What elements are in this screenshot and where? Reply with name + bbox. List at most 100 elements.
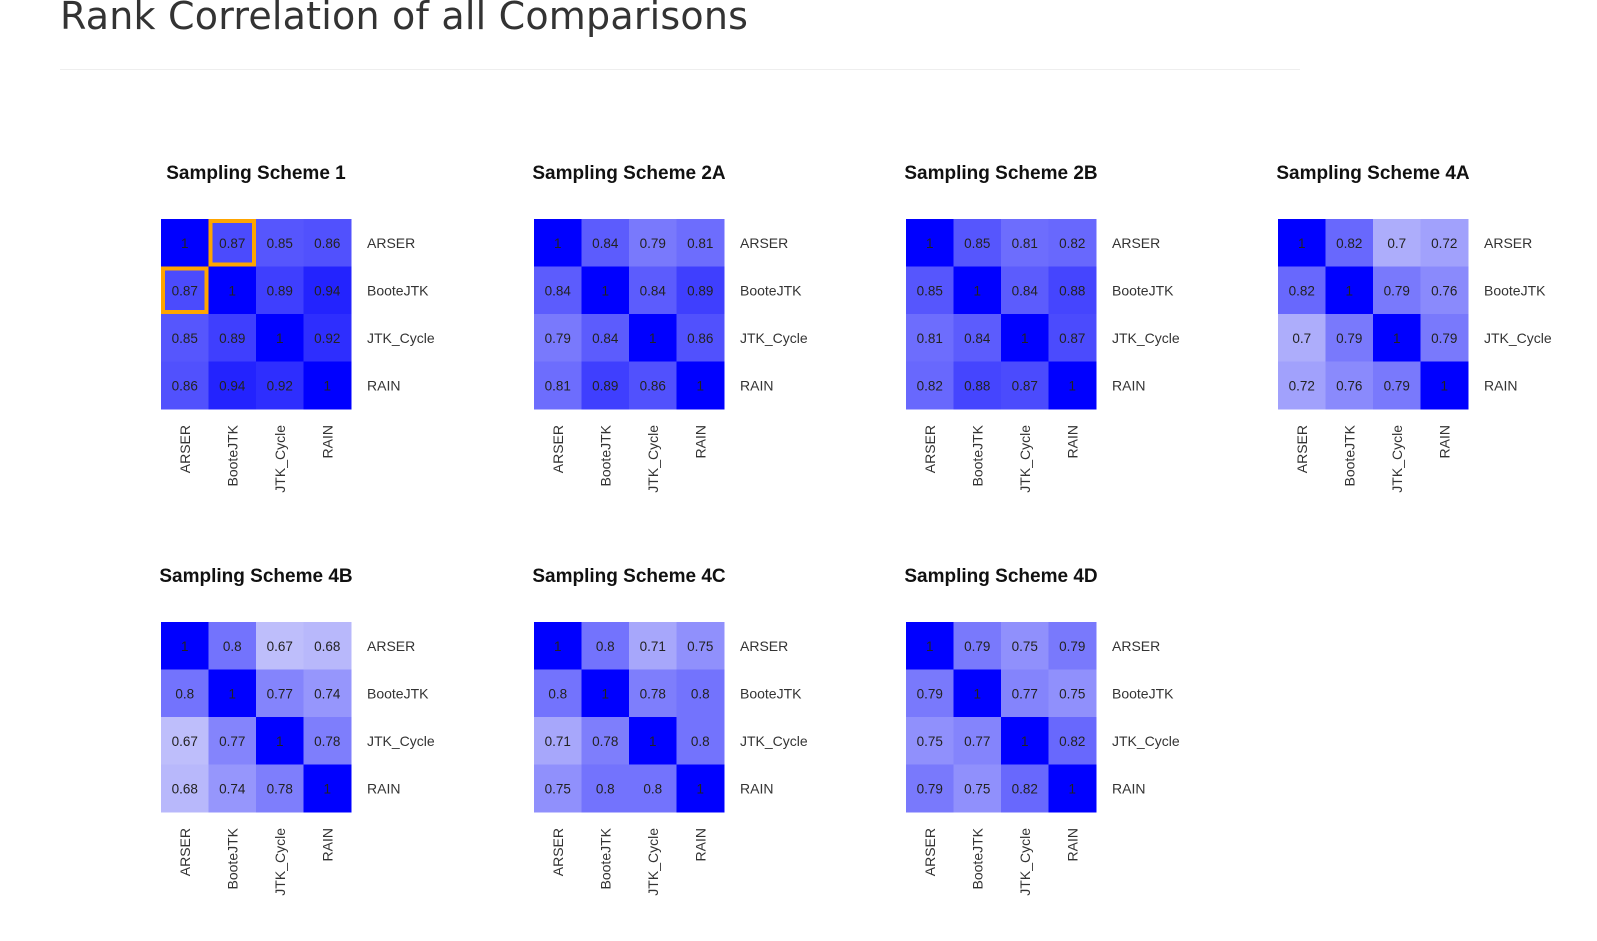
heatmap-sampling-scheme-2b-cell-bootejtk-bootejtk (953, 266, 1002, 315)
heatmap-sampling-scheme-4c-cell-bootejtk-jtk-cycle (629, 669, 677, 718)
heatmap-sampling-scheme-4a-col-label-jtk-cycle: JTK_Cycle (1389, 425, 1405, 493)
heatmap-sampling-scheme-4d-value-bootejtk-bootejtk: 1 (973, 686, 981, 701)
heatmap-sampling-scheme-1-cell-rain-bootejtk (208, 361, 257, 410)
heatmap-sampling-scheme-4b-value-jtk-cycle-bootejtk: 0.77 (219, 734, 245, 749)
heatmap-sampling-scheme-4a-cell-jtk-cycle-rain (1420, 314, 1469, 362)
heatmap-sampling-scheme-4c-value-rain-rain: 1 (696, 781, 704, 796)
heatmap-sampling-scheme-1-value-rain-bootejtk: 0.94 (219, 378, 246, 393)
heatmap-sampling-scheme-4c-row-label-rain: RAIN (740, 780, 773, 796)
heatmap-sampling-scheme-4d-cell-arser-arser (906, 622, 954, 670)
heatmap-sampling-scheme-2b-title: Sampling Scheme 2B (904, 163, 1097, 184)
heatmap-sampling-scheme-1-value-arser-bootejtk: 0.87 (219, 236, 245, 251)
heatmap-sampling-scheme-4c-cell-arser-arser (534, 622, 582, 670)
heatmap-sampling-scheme-2b-value-rain-bootejtk: 0.88 (964, 378, 990, 393)
heatmap-sampling-scheme-4a-cell-rain-jtk-cycle (1373, 361, 1421, 410)
heatmap-sampling-scheme-4b-value-rain-bootejtk: 0.74 (219, 781, 246, 796)
heatmap-sampling-scheme-4a-title: Sampling Scheme 4A (1276, 163, 1470, 184)
heatmap-sampling-scheme-1-value-jtk-cycle-rain: 0.92 (314, 331, 340, 346)
heatmap-sampling-scheme-1-cell-bootejtk-bootejtk (208, 266, 257, 315)
heatmap-sampling-scheme-1-value-rain-jtk-cycle: 0.92 (267, 378, 293, 393)
heatmap-sampling-scheme-4d-cell-jtk-cycle-jtk-cycle (1001, 717, 1049, 765)
heatmap-sampling-scheme-1-row-label-arser: ARSER (367, 235, 415, 251)
heatmap-sampling-scheme-1-highlight-bootejtk-arser (161, 266, 209, 314)
heatmap-sampling-scheme-2b-value-bootejtk-jtk-cycle: 0.84 (1012, 283, 1039, 298)
heatmap-sampling-scheme-4d-title: Sampling Scheme 4D (904, 566, 1097, 587)
heatmap-sampling-scheme-1-cell-jtk-cycle-jtk-cycle (256, 314, 304, 362)
title-divider (60, 69, 1300, 70)
heatmap-sampling-scheme-4a-cell-jtk-cycle-bootejtk (1325, 314, 1374, 362)
heatmap-sampling-scheme-2b-value-bootejtk-rain: 0.88 (1059, 283, 1085, 298)
heatmap-sampling-scheme-1-cell-jtk-cycle-bootejtk (208, 314, 257, 362)
heatmap-sampling-scheme-1-cell-rain-arser (161, 361, 209, 410)
heatmap-sampling-scheme-4b-cell-bootejtk-bootejtk (208, 669, 257, 718)
heatmap-sampling-scheme-2a-cell-arser-rain (676, 219, 725, 267)
heatmap-sampling-scheme-4a-value-jtk-cycle-bootejtk: 0.79 (1336, 331, 1362, 346)
heatmap-sampling-scheme-4d-row-label-arser: ARSER (1112, 638, 1160, 654)
heatmap-sampling-scheme-2b-value-jtk-cycle-arser: 0.81 (917, 331, 943, 346)
heatmap-sampling-scheme-1-cell-jtk-cycle-arser (161, 314, 209, 362)
heatmap-sampling-scheme-2b-cell-arser-rain (1048, 219, 1097, 267)
heatmap-sampling-scheme-2a-value-rain-arser: 0.81 (545, 378, 571, 393)
heatmap-sampling-scheme-2a-cell-jtk-cycle-jtk-cycle (629, 314, 677, 362)
heatmap-sampling-scheme-4a-cell-arser-arser (1278, 219, 1326, 267)
heatmap-sampling-scheme-4d-col-label-bootejtk: BooteJTK (969, 827, 985, 889)
heatmap-sampling-scheme-2b-value-jtk-cycle-jtk-cycle: 1 (1021, 331, 1029, 346)
heatmap-sampling-scheme-4c-row-label-bootejtk: BooteJTK (740, 685, 802, 701)
heatmap-sampling-scheme-4a-value-bootejtk-jtk-cycle: 0.79 (1384, 283, 1410, 298)
heatmap-sampling-scheme-1-row-label-rain: RAIN (367, 377, 400, 393)
heatmap-sampling-scheme-4d-value-rain-bootejtk: 0.75 (964, 781, 990, 796)
heatmap-sampling-scheme-4a-value-arser-jtk-cycle: 0.7 (1387, 236, 1406, 251)
heatmap-sampling-scheme-4d-value-jtk-cycle-jtk-cycle: 1 (1021, 734, 1029, 749)
heatmap-sampling-scheme-4c-cell-rain-bootejtk (581, 764, 630, 813)
heatmap-sampling-scheme-4b-value-arser-jtk-cycle: 0.67 (267, 639, 293, 654)
heatmap-sampling-scheme-4d-cell-jtk-cycle-bootejtk (953, 717, 1002, 765)
heatmap-sampling-scheme-4b-value-rain-arser: 0.68 (172, 781, 198, 796)
heatmap-sampling-scheme-1-value-bootejtk-jtk-cycle: 0.89 (267, 283, 293, 298)
heatmap-sampling-scheme-1-cell-bootejtk-jtk-cycle (256, 266, 304, 315)
heatmap-sampling-scheme-2a-value-bootejtk-jtk-cycle: 0.84 (640, 283, 667, 298)
heatmap-sampling-scheme-4a-value-rain-rain: 1 (1440, 378, 1448, 393)
heatmap-sampling-scheme-4d-value-bootejtk-arser: 0.79 (917, 686, 943, 701)
heatmap-sampling-scheme-2a-value-jtk-cycle-rain: 0.86 (687, 331, 713, 346)
heatmap-sampling-scheme-1-highlight-arser-bootejtk (208, 219, 256, 267)
heatmap-sampling-scheme-4d-value-rain-arser: 0.79 (917, 781, 943, 796)
heatmap-sampling-scheme-2a-col-label-bootejtk: BooteJTK (597, 424, 613, 486)
heatmap-sampling-scheme-4a-col-label-rain: RAIN (1436, 425, 1452, 458)
heatmap-sampling-scheme-2a-row-label-bootejtk: BooteJTK (740, 282, 802, 298)
heatmap-sampling-scheme-4b-cell-arser-bootejtk (208, 622, 257, 670)
heatmap-sampling-scheme-4b-col-label-rain: RAIN (319, 828, 335, 861)
heatmap-sampling-scheme-2a-cell-bootejtk-jtk-cycle (629, 266, 677, 315)
heatmap-sampling-scheme-1-col-label-rain: RAIN (319, 425, 335, 458)
heatmap-sampling-scheme-4c-value-jtk-cycle-arser: 0.71 (545, 734, 571, 749)
heatmap-sampling-scheme-4d-col-label-rain: RAIN (1064, 828, 1080, 861)
heatmap-sampling-scheme-4d-row-label-rain: RAIN (1112, 780, 1145, 796)
heatmap-sampling-scheme-4b-value-bootejtk-arser: 0.8 (175, 686, 194, 701)
heatmap-sampling-scheme-4a-value-arser-bootejtk: 0.82 (1336, 236, 1362, 251)
heatmap-sampling-scheme-2a-value-arser-jtk-cycle: 0.79 (640, 236, 666, 251)
heatmap-sampling-scheme-4d-value-jtk-cycle-arser: 0.75 (917, 734, 943, 749)
heatmap-sampling-scheme-4b: Sampling Scheme 4B 1 0.8 0.67 0.68 0.8 1 0.77 0.… (159, 566, 435, 896)
heatmap-sampling-scheme-4b-cell-rain-jtk-cycle (256, 764, 304, 813)
heatmap-sampling-scheme-4b-value-bootejtk-jtk-cycle: 0.77 (267, 686, 293, 701)
heatmap-sampling-scheme-4b-value-jtk-cycle-jtk-cycle: 1 (276, 734, 284, 749)
heatmap-sampling-scheme-4d-value-arser-rain: 0.79 (1059, 639, 1085, 654)
heatmap-sampling-scheme-4b-cell-rain-bootejtk (208, 764, 257, 813)
heatmap-sampling-scheme-4b-cell-jtk-cycle-jtk-cycle (256, 717, 304, 765)
heatmap-sampling-scheme-4d-cell-arser-jtk-cycle (1001, 622, 1049, 670)
heatmap-sampling-scheme-4a-row-label-jtk-cycle: JTK_Cycle (1484, 330, 1552, 346)
heatmap-sampling-scheme-2a-value-rain-bootejtk: 0.89 (592, 378, 618, 393)
heatmap-sampling-scheme-4b-cell-bootejtk-jtk-cycle (256, 669, 304, 718)
heatmap-sampling-scheme-4c-cell-jtk-cycle-bootejtk (581, 717, 630, 765)
heatmap-sampling-scheme-4c-col-label-jtk-cycle: JTK_Cycle (645, 828, 661, 896)
heatmap-sampling-scheme-4c-cell-rain-jtk-cycle (629, 764, 677, 813)
heatmap-sampling-scheme-4a-cell-bootejtk-bootejtk (1325, 266, 1374, 315)
heatmap-sampling-scheme-4c-row-label-jtk-cycle: JTK_Cycle (740, 733, 808, 749)
heatmap-sampling-scheme-1-cell-arser-jtk-cycle (256, 219, 304, 267)
heatmap-sampling-scheme-4a-value-arser-rain: 0.72 (1431, 236, 1457, 251)
heatmap-sampling-scheme-4b-row-label-bootejtk: BooteJTK (367, 685, 429, 701)
heatmap-sampling-scheme-4b-cell-bootejtk-rain (303, 669, 352, 718)
heatmap-sampling-scheme-2a-col-label-arser: ARSER (550, 425, 566, 473)
heatmap-sampling-scheme-4b-row-label-arser: ARSER (367, 638, 415, 654)
heatmap-sampling-scheme-1-cell-arser-rain (303, 219, 352, 267)
heatmap-sampling-scheme-1-cell-arser-arser (161, 219, 209, 267)
